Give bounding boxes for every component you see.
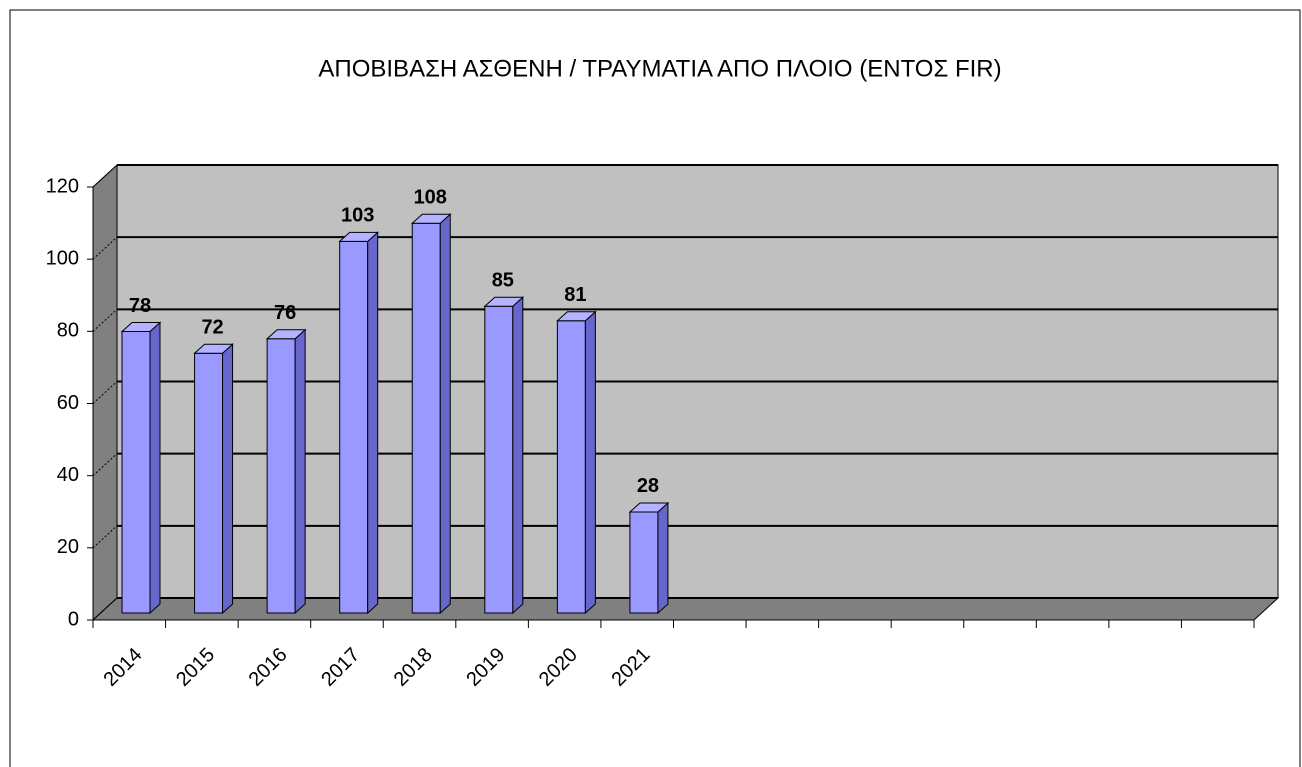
bar-top	[338, 231, 379, 242]
value-label: 72	[201, 316, 223, 338]
y-tick-label: 20	[57, 536, 79, 558]
bar-side	[367, 231, 379, 615]
bar-front	[194, 352, 224, 614]
value-label: 78	[129, 295, 151, 317]
y-tick-label: 40	[57, 464, 79, 486]
bar	[193, 343, 234, 615]
value-label: 108	[414, 187, 447, 209]
bar-front	[121, 331, 151, 614]
bar-front	[629, 511, 659, 614]
bar	[120, 321, 162, 615]
value-label: 85	[492, 270, 514, 292]
grid-line-side	[92, 164, 118, 188]
grid-line-side	[92, 525, 118, 549]
bar-front	[266, 338, 296, 614]
bar-front	[339, 240, 369, 614]
bar-front	[484, 305, 514, 614]
chart-title: ΑΠΟΒΙΒΑΣΗ ΑΣΘΕΝΗ / ΤΡΑΥΜΑΤΙΑ ΑΠΟ ΠΛΟΙΟ (…	[318, 55, 1001, 82]
value-label: 76	[274, 302, 296, 324]
bar-top	[265, 329, 307, 340]
bar	[410, 213, 452, 615]
bar-top	[483, 296, 525, 307]
bar	[628, 501, 670, 615]
bar-top	[628, 502, 670, 513]
grid-line-side	[92, 236, 118, 260]
value-label: 28	[637, 475, 659, 497]
value-label: 103	[341, 205, 374, 227]
bar	[556, 310, 597, 615]
bar-side	[149, 321, 161, 615]
bar-top	[410, 213, 452, 224]
bar-front	[411, 222, 441, 614]
bar-side	[294, 328, 306, 615]
grid-line-side	[92, 381, 118, 404]
bar-side	[657, 501, 669, 615]
bar	[265, 328, 307, 615]
bar	[483, 296, 525, 615]
bar-side	[584, 310, 596, 615]
y-tick-label: 100	[46, 247, 79, 269]
bar-side	[439, 213, 451, 615]
bar-front	[556, 320, 586, 614]
bar-top	[120, 322, 162, 333]
bar	[338, 231, 379, 615]
y-tick-label: 0	[68, 608, 79, 630]
grid-line-side	[92, 597, 118, 621]
y-tick-label: 80	[57, 320, 79, 342]
bar-side	[222, 343, 234, 615]
y-tick-label: 60	[57, 392, 79, 414]
bar-top	[556, 311, 597, 322]
bar-top	[193, 343, 234, 354]
value-label: 81	[564, 284, 586, 306]
y-tick-label: 120	[46, 175, 79, 197]
bar-side	[512, 296, 524, 615]
grid-line-side	[92, 453, 118, 477]
grid-line-side	[92, 308, 118, 332]
